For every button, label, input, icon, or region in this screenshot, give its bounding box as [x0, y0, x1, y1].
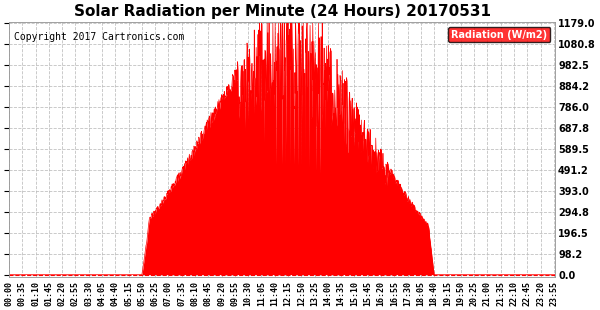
Text: Copyright 2017 Cartronics.com: Copyright 2017 Cartronics.com	[14, 32, 185, 42]
Legend: Radiation (W/m2): Radiation (W/m2)	[448, 27, 550, 42]
Title: Solar Radiation per Minute (24 Hours) 20170531: Solar Radiation per Minute (24 Hours) 20…	[74, 4, 491, 19]
